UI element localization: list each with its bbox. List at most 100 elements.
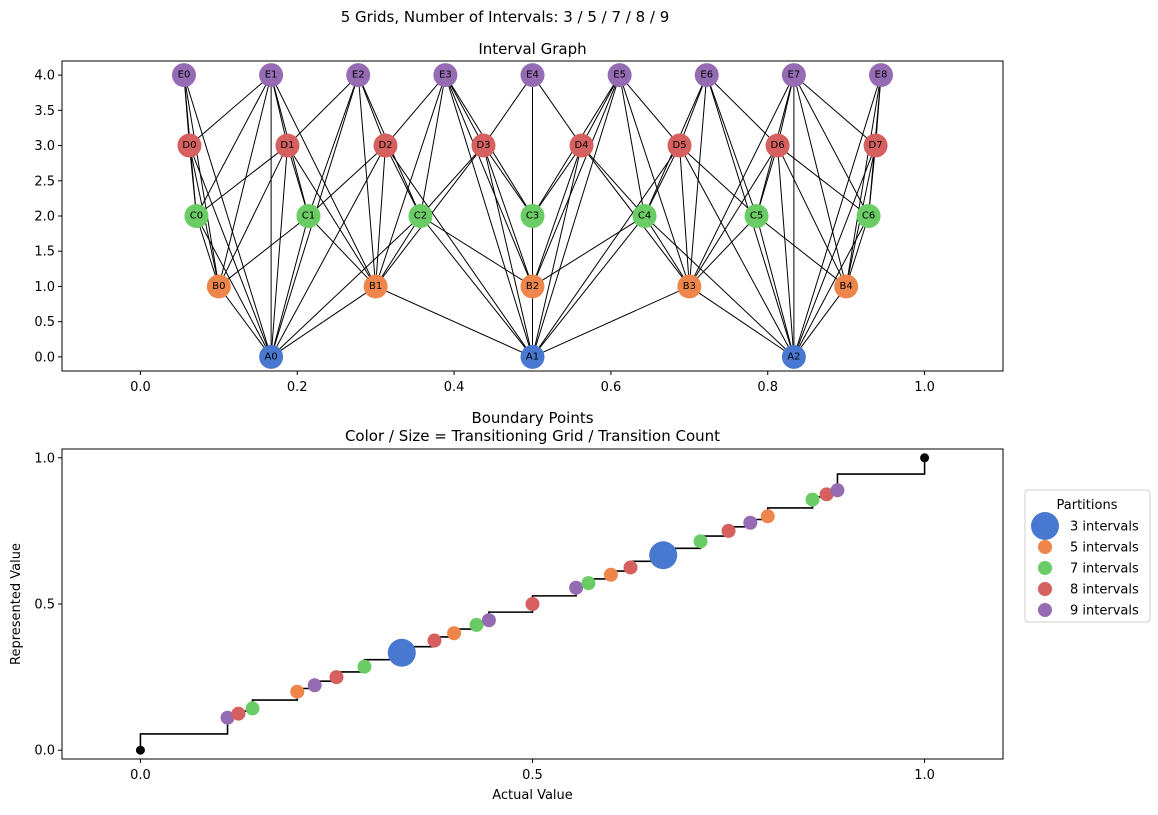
y-tick-label: 3.5: [34, 104, 55, 119]
x-tick-label: 0.0: [130, 768, 151, 783]
interval-graph-axes: [61, 60, 1004, 372]
edge: [793, 145, 877, 358]
nodes: A0 A1 A2 B0 B1 B2 B3 B4 C0 C1 C2 C3 C4 C5 C6 D0 D1 D2 D3 D4…: [171, 63, 894, 369]
boundary-point: [329, 670, 344, 685]
node-D0: [177, 133, 202, 158]
edge: [444, 74, 484, 146]
edge: [679, 74, 708, 146]
node-label-B0: B0: [212, 281, 225, 292]
x-tick-label: 0.4: [444, 380, 465, 395]
y-tick-label: 3.0: [34, 139, 55, 154]
edge: [688, 145, 778, 287]
node-label-E8: E8: [875, 70, 888, 81]
boundary-points-subtitle: Color / Size = Transitioning Grid / Tran…: [345, 427, 720, 445]
legend-label: 5 intervals: [1070, 541, 1139, 556]
edge: [777, 145, 795, 357]
endpoint-marker: [920, 453, 930, 463]
edge: [679, 145, 795, 358]
edge: [270, 215, 309, 358]
node-E8: [869, 63, 894, 88]
node-label-E3: E3: [439, 70, 452, 81]
node-label-D5: D5: [673, 140, 687, 151]
x-tick-label: 1.0: [914, 768, 935, 783]
boundary-point: [231, 706, 246, 721]
edge: [793, 74, 876, 146]
boundary-point: [721, 523, 736, 538]
edge: [619, 74, 680, 146]
node-label-B4: B4: [840, 281, 853, 292]
legend-marker-D: [1038, 582, 1052, 596]
boundary-points-axes: [61, 448, 1004, 760]
edge: [845, 75, 882, 287]
edge: [679, 145, 690, 287]
legend-label: 7 intervals: [1070, 562, 1139, 577]
edge: [793, 74, 847, 287]
node-label-B2: B2: [526, 281, 539, 292]
y-tick-label: 1.5: [34, 245, 55, 260]
legend-title: Partitions: [1057, 498, 1118, 513]
edge: [287, 74, 359, 146]
node-C6: [856, 204, 881, 228]
edge: [483, 74, 533, 146]
boundary-point: [290, 684, 305, 699]
edge: [270, 145, 386, 358]
edge: [307, 74, 359, 217]
boundary-point: [805, 492, 820, 507]
edge: [532, 145, 582, 287]
partitions-legend: Partitions 3 intervals 5 intervals 7 interv…: [1024, 489, 1151, 623]
node-label-E0: E0: [178, 70, 191, 81]
node-E0: [171, 63, 196, 88]
node-label-E6: E6: [700, 70, 713, 81]
edge: [444, 74, 533, 287]
boundary-point: [693, 534, 708, 549]
edge: [375, 145, 386, 287]
edge: [270, 74, 377, 287]
legend-marker-A: [1031, 512, 1059, 540]
boundary-point: [623, 560, 638, 575]
edge: [532, 145, 582, 217]
x-tick-label: 1.0: [914, 380, 935, 395]
edge: [483, 145, 533, 287]
edge: [581, 74, 621, 146]
boundary-point: [525, 597, 540, 611]
boundary-point: [581, 576, 596, 591]
node-label-B1: B1: [369, 281, 382, 292]
legend-marker-C: [1038, 561, 1052, 575]
edge: [532, 145, 582, 358]
node-label-E2: E2: [352, 70, 365, 81]
edge: [195, 215, 220, 287]
edge: [777, 145, 869, 217]
edge: [195, 74, 272, 217]
edge: [420, 145, 484, 217]
y-tick-label: 0.5: [34, 315, 55, 330]
node-label-A1: A1: [526, 351, 539, 362]
edge: [385, 74, 446, 146]
boundary-point: [569, 580, 584, 595]
x-tick-label: 0.8: [757, 380, 778, 395]
edge: [196, 145, 288, 217]
node-label-C1: C1: [302, 211, 315, 222]
edge: [532, 74, 582, 146]
edge: [420, 215, 533, 358]
legend-label: 3 intervals: [1070, 520, 1139, 535]
edge: [270, 74, 288, 146]
edge: [375, 215, 421, 287]
edge: [385, 145, 421, 217]
node-D1: [275, 133, 300, 158]
node-A2: [781, 344, 806, 369]
edge: [532, 215, 645, 287]
y-tick-label: 1.0: [34, 280, 55, 295]
y-tick-label: 0.5: [34, 598, 55, 613]
node-label-E5: E5: [613, 70, 626, 81]
edge: [777, 74, 795, 146]
edge: [419, 75, 446, 217]
x-tick-label: 0.2: [287, 380, 308, 395]
node-label-D2: D2: [378, 140, 392, 151]
node-label-A2: A2: [787, 351, 800, 362]
node-label-C0: C0: [190, 211, 203, 222]
node-label-C6: C6: [862, 211, 875, 222]
edge: [644, 145, 680, 217]
edge: [644, 215, 795, 358]
edge: [357, 75, 377, 287]
